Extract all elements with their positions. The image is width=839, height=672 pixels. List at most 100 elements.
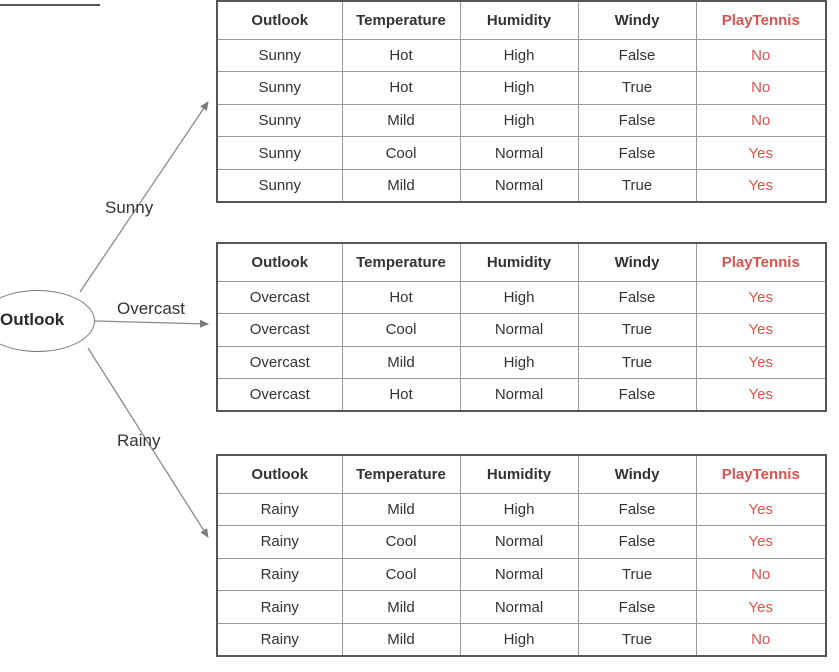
table-cell: No — [695, 38, 827, 73]
branch-label-sunny: Sunny — [105, 198, 154, 217]
table-cell: Hot — [341, 71, 461, 105]
table-cell: Sunny — [216, 71, 343, 105]
column-header: Outlook — [216, 0, 343, 40]
table-cell: Mild — [341, 492, 461, 527]
table-cell: Sunny — [216, 103, 343, 138]
table-cell: True — [577, 345, 697, 380]
arrow-to-overcast — [94, 319, 209, 328]
table-cell: Cool — [341, 525, 461, 559]
table-cell: Mild — [341, 345, 461, 380]
table-rainy: Outlook Temperature Humidity Windy PlayTenni… — [216, 454, 827, 657]
table-cell: High — [459, 622, 579, 657]
column-header: Humidity — [459, 454, 579, 494]
table-cell: Sunny — [216, 168, 343, 203]
table-cell: Sunny — [216, 38, 343, 73]
table-cell: Cool — [341, 136, 461, 170]
table-cell: No — [695, 103, 827, 138]
table-header-row: Outlook Temperature Humidity Windy PlayTenni… — [216, 0, 827, 40]
table-cell: False — [577, 136, 697, 170]
table-cell: Mild — [341, 590, 461, 624]
table-cell: Normal — [459, 378, 579, 412]
column-header: Windy — [577, 454, 697, 494]
table-cell: Yes — [695, 345, 827, 380]
top-edge-mark — [0, 0, 100, 6]
table-cell: No — [695, 557, 827, 592]
table-cell: Hot — [341, 378, 461, 412]
table-cell: Hot — [341, 280, 461, 315]
table-row: Sunny Hot High True No — [216, 71, 827, 105]
branch-label-overcast: Overcast — [117, 299, 186, 318]
table-cell: Normal — [459, 313, 579, 347]
table-cell: False — [577, 280, 697, 315]
table-cell: Rainy — [216, 525, 343, 559]
table-header-row: Outlook Temperature Humidity Windy PlayTenni… — [216, 242, 827, 282]
table-cell: High — [459, 345, 579, 380]
arrow-to-sunny — [79, 101, 209, 293]
table-cell: Yes — [695, 492, 827, 527]
table-cell: True — [577, 557, 697, 592]
table-cell: Yes — [695, 136, 827, 170]
table-row: Overcast Mild High True Yes — [216, 345, 827, 380]
table-row: Overcast Hot High False Yes — [216, 280, 827, 315]
table-cell: Mild — [341, 168, 461, 203]
table-cell: High — [459, 492, 579, 527]
column-header: Temperature — [341, 242, 461, 282]
table-cell: Rainy — [216, 622, 343, 657]
column-header: Windy — [577, 242, 697, 282]
table-cell: Normal — [459, 136, 579, 170]
table-cell: True — [577, 622, 697, 657]
column-header: Temperature — [341, 454, 461, 494]
table-cell: Yes — [695, 280, 827, 315]
table-cell: Overcast — [216, 313, 343, 347]
table-cell: Yes — [695, 525, 827, 559]
column-header: Windy — [577, 0, 697, 40]
table-row: Rainy Mild High False Yes — [216, 492, 827, 527]
table-cell: Mild — [341, 103, 461, 138]
table-cell: No — [695, 71, 827, 105]
table-row: Sunny Cool Normal False Yes — [216, 136, 827, 170]
table-cell: False — [577, 492, 697, 527]
table-cell: Overcast — [216, 345, 343, 380]
table-row: Sunny Hot High False No — [216, 38, 827, 73]
column-header: Outlook — [216, 242, 343, 282]
table-cell: Overcast — [216, 280, 343, 315]
table-cell: Mild — [341, 622, 461, 657]
root-node-ellipse — [0, 290, 95, 352]
root-node-label: Outlook — [0, 310, 65, 329]
table-cell: Overcast — [216, 378, 343, 412]
table-cell: False — [577, 103, 697, 138]
table-cell: No — [695, 622, 827, 657]
table-row: Overcast Cool Normal True Yes — [216, 313, 827, 347]
table-row: Sunny Mild Normal True Yes — [216, 168, 827, 203]
table-cell: High — [459, 38, 579, 73]
table-cell: True — [577, 313, 697, 347]
table-cell: Cool — [341, 313, 461, 347]
table-cell: False — [577, 378, 697, 412]
table-row: Rainy Mild Normal False Yes — [216, 590, 827, 624]
table-cell: True — [577, 71, 697, 105]
table-cell: True — [577, 168, 697, 203]
table-cell: Rainy — [216, 590, 343, 624]
table-cell: False — [577, 38, 697, 73]
table-cell: False — [577, 590, 697, 624]
table-row: Rainy Cool Normal False Yes — [216, 525, 827, 559]
column-header: Outlook — [216, 454, 343, 494]
table-row: Rainy Mild High True No — [216, 622, 827, 657]
table-cell: Yes — [695, 168, 827, 203]
column-header: PlayTennis — [695, 0, 827, 40]
column-header: PlayTennis — [695, 242, 827, 282]
branch-label-rainy: Rainy — [117, 431, 161, 450]
table-sunny: Outlook Temperature Humidity Windy PlayTenni… — [216, 0, 827, 203]
table-row: Sunny Mild High False No — [216, 103, 827, 138]
column-header: Temperature — [341, 0, 461, 40]
table-cell: Yes — [695, 378, 827, 412]
table-cell: Normal — [459, 590, 579, 624]
table-cell: Normal — [459, 168, 579, 203]
table-cell: High — [459, 103, 579, 138]
table-cell: Normal — [459, 557, 579, 592]
arrow-to-rainy — [87, 347, 209, 538]
table-cell: High — [459, 71, 579, 105]
table-row: Overcast Hot Normal False Yes — [216, 378, 827, 412]
table-row: Rainy Cool Normal True No — [216, 557, 827, 592]
